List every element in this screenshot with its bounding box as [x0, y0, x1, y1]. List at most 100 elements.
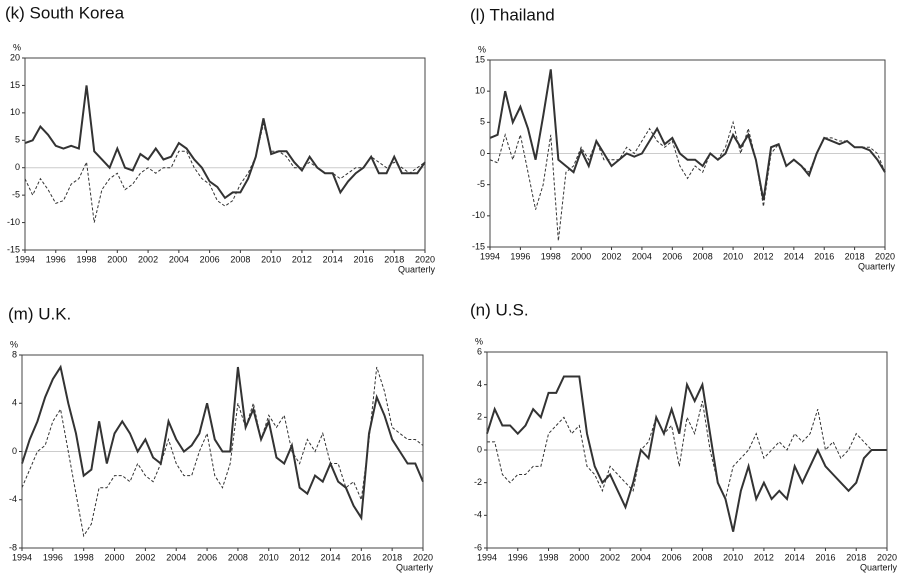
y-tick-label: 0 — [12, 446, 17, 456]
y-axis-label: % — [13, 42, 21, 52]
series-line — [489, 69, 886, 201]
x-tick-label: 1998 — [539, 552, 559, 562]
y-tick-label: 15 — [475, 54, 485, 64]
x-tick-label: 2002 — [602, 251, 622, 261]
x-tick-label: 1996 — [508, 552, 528, 562]
y-tick-label: 2 — [477, 412, 482, 422]
x-tick-label: 2016 — [815, 552, 835, 562]
plot-frame — [24, 57, 426, 251]
x-tick-label: 2020 — [413, 552, 433, 562]
panel-title: (k) South Korea — [5, 3, 125, 22]
plot-frame — [486, 351, 888, 549]
y-axis-label: % — [478, 44, 486, 54]
x-tick-label: 1996 — [510, 251, 530, 261]
series-line — [24, 85, 426, 200]
x-tick-label: 2012 — [754, 552, 774, 562]
x-tick-label: 1998 — [77, 254, 97, 264]
x-axis-label: Quarterly — [396, 562, 434, 572]
x-tick-label: 2008 — [228, 552, 248, 562]
x-tick-label: 2008 — [230, 254, 250, 264]
y-axis-label: % — [10, 339, 18, 349]
x-tick-label: 2010 — [259, 552, 279, 562]
x-tick-label: 2006 — [200, 254, 220, 264]
y-tick-label: 4 — [477, 379, 482, 389]
x-tick-label: 1994 — [15, 254, 35, 264]
x-tick-label: 2008 — [692, 552, 712, 562]
x-tick-label: 2020 — [875, 251, 895, 261]
y-axis-label: % — [475, 336, 483, 346]
x-tick-label: 2004 — [169, 254, 189, 264]
x-tick-label: 2010 — [261, 254, 281, 264]
x-tick-label: 2006 — [197, 552, 217, 562]
y-tick-label: 6 — [477, 346, 482, 356]
x-tick-label: 2008 — [693, 251, 713, 261]
x-tick-label: 2000 — [105, 552, 125, 562]
y-tick-label: -10 — [7, 217, 20, 227]
x-tick-label: 2004 — [166, 552, 186, 562]
series-line — [486, 375, 887, 532]
y-tick-label: -4 — [474, 510, 482, 520]
y-tick-label: -8 — [9, 542, 17, 552]
y-tick-label: 15 — [10, 80, 20, 90]
x-tick-label: 2014 — [323, 254, 343, 264]
y-tick-label: 5 — [480, 117, 485, 127]
x-tick-label: 2004 — [631, 552, 651, 562]
x-tick-label: 2020 — [415, 254, 435, 264]
x-tick-label: 2012 — [290, 552, 310, 562]
y-tick-label: -6 — [474, 542, 482, 552]
x-tick-label: 1994 — [480, 251, 500, 261]
series-line — [24, 123, 426, 223]
y-tick-label: -15 — [7, 244, 20, 254]
panel-title: (n) U.S. — [470, 300, 529, 319]
x-tick-label: 2004 — [632, 251, 652, 261]
series-line — [21, 366, 424, 538]
x-tick-label: 1998 — [74, 552, 94, 562]
x-tick-label: 1994 — [12, 552, 32, 562]
x-tick-label: 2014 — [784, 251, 804, 261]
x-tick-label: 2002 — [138, 254, 158, 264]
x-tick-label: 2006 — [662, 552, 682, 562]
x-tick-label: 1996 — [43, 552, 63, 562]
x-tick-label: 2002 — [135, 552, 155, 562]
x-tick-label: 2012 — [753, 251, 773, 261]
x-tick-label: 2018 — [384, 254, 404, 264]
x-tick-label: 2016 — [814, 251, 834, 261]
y-tick-label: -2 — [474, 477, 482, 487]
x-tick-label: 2014 — [320, 552, 340, 562]
panel-title: (m) U.K. — [8, 304, 71, 323]
x-tick-label: 2010 — [723, 552, 743, 562]
x-axis-label: Quarterly — [860, 562, 898, 572]
y-tick-label: -4 — [9, 494, 17, 504]
x-tick-label: 2006 — [662, 251, 682, 261]
x-tick-label: 2018 — [382, 552, 402, 562]
x-tick-label: 2016 — [353, 254, 373, 264]
plot-frame — [21, 354, 424, 549]
x-tick-label: 2014 — [785, 552, 805, 562]
x-axis-label: Quarterly — [398, 264, 436, 274]
plot-frame — [489, 59, 886, 248]
x-tick-label: 2010 — [723, 251, 743, 261]
y-tick-label: 0 — [477, 444, 482, 454]
x-tick-label: 1996 — [46, 254, 66, 264]
y-tick-label: -15 — [472, 241, 485, 251]
y-tick-label: 4 — [12, 398, 17, 408]
series-line — [489, 120, 886, 241]
y-tick-label: 10 — [475, 86, 485, 96]
y-tick-label: 5 — [15, 135, 20, 145]
panel-title: (l) Thailand — [470, 5, 555, 24]
y-tick-label: 0 — [480, 148, 485, 158]
x-axis-label: Quarterly — [858, 261, 896, 271]
x-tick-label: 2018 — [846, 552, 866, 562]
x-tick-label: 1994 — [477, 552, 497, 562]
x-tick-label: 2000 — [569, 552, 589, 562]
x-tick-label: 2002 — [600, 552, 620, 562]
series-line — [487, 400, 887, 501]
y-tick-label: -5 — [477, 179, 485, 189]
y-tick-label: 20 — [10, 52, 20, 62]
series-line — [21, 364, 424, 521]
x-tick-label: 2016 — [351, 552, 371, 562]
x-tick-label: 2000 — [107, 254, 127, 264]
y-tick-label: -5 — [12, 190, 20, 200]
y-tick-label: 0 — [15, 162, 20, 172]
